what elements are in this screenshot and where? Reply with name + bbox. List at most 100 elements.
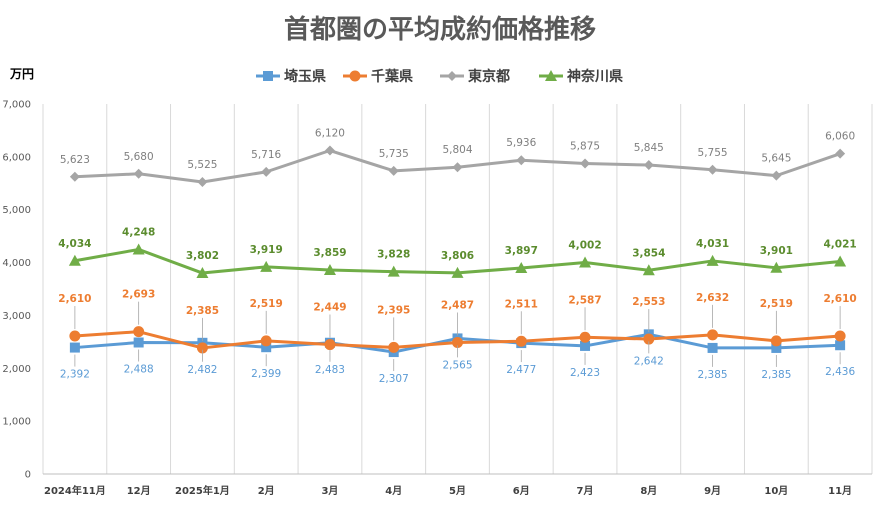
data-point	[834, 255, 847, 267]
data-point	[770, 335, 782, 347]
y-tick-label: 5,000	[2, 205, 31, 216]
data-label: 2,553	[632, 296, 665, 308]
data-label: 2,488	[124, 363, 154, 375]
data-label: 6,060	[825, 131, 855, 143]
data-label: 5,645	[761, 153, 791, 165]
data-point	[452, 337, 463, 349]
data-point	[69, 330, 81, 342]
data-point	[834, 330, 846, 342]
legend-label: 東京都	[468, 68, 510, 85]
data-point	[642, 264, 655, 276]
data-point	[133, 168, 144, 179]
data-point	[387, 265, 400, 277]
data-label: 2,395	[377, 304, 410, 316]
series-layer	[68, 145, 847, 358]
axes: 0 1,000 2,000 3,000 4,000 5,000 6,000 7,000 2024…	[2, 100, 872, 497]
data-label: 5,936	[506, 137, 536, 149]
data-label: 2,519	[760, 298, 793, 310]
data-labels-layer: 2,392 2,488 2,482 2,399 2,483 2,307 2,565 2,477…	[58, 128, 856, 386]
data-point	[707, 342, 718, 353]
data-label: 2,482	[187, 364, 217, 376]
data-point	[516, 155, 527, 166]
legend-label: 神奈川県	[567, 68, 623, 85]
data-label: 4,034	[58, 238, 91, 250]
data-label: 2,483	[315, 364, 345, 376]
x-tick-label: 2月	[258, 485, 275, 497]
data-point	[196, 342, 208, 354]
data-point	[771, 342, 782, 353]
x-tick-label: 7月	[577, 485, 594, 497]
data-point	[260, 335, 272, 347]
legend-marker	[263, 71, 273, 81]
data-label: 5,525	[187, 159, 217, 171]
data-point	[580, 158, 591, 169]
data-label: 3,802	[186, 250, 219, 262]
data-label: 2,487	[441, 300, 474, 312]
data-point	[835, 148, 846, 159]
data-label: 2,565	[442, 359, 472, 371]
data-label: 2,610	[58, 293, 91, 305]
legend: 埼玉県 千葉県 東京都 神奈川県	[256, 68, 623, 85]
data-label: 3,854	[632, 247, 665, 259]
data-label: 4,021	[824, 238, 857, 250]
data-point	[515, 335, 527, 347]
data-point	[69, 342, 80, 353]
data-label: 4,031	[696, 238, 729, 250]
data-point	[133, 337, 144, 348]
data-label: 3,901	[760, 245, 793, 257]
data-point	[579, 256, 592, 268]
y-tick-label: 6,000	[2, 152, 31, 163]
data-point	[68, 254, 81, 266]
legend-label: 埼玉県	[284, 68, 326, 85]
data-label: 3,897	[505, 245, 538, 257]
data-label: 5,875	[570, 140, 600, 152]
series-2	[69, 145, 846, 187]
data-point	[643, 333, 655, 345]
data-label: 2,307	[379, 373, 409, 385]
data-point	[388, 165, 399, 176]
x-tick-label: 2025年1月	[175, 484, 230, 497]
data-point	[452, 162, 463, 173]
data-label: 5,845	[634, 142, 664, 154]
data-label: 2,449	[313, 302, 346, 314]
data-label: 2,642	[634, 355, 664, 367]
x-tick-label: 9月	[704, 485, 721, 497]
data-point	[515, 262, 528, 274]
x-tick-label: 11月	[828, 485, 852, 497]
y-tick-label: 0	[25, 470, 31, 481]
data-label: 3,806	[441, 250, 474, 262]
data-point	[261, 342, 272, 353]
data-point	[771, 170, 782, 181]
data-point	[133, 326, 145, 338]
data-label: 2,693	[122, 289, 155, 301]
y-tick-label: 1,000	[2, 417, 31, 428]
series-1	[69, 326, 846, 354]
x-tick-label: 2024年11月	[44, 484, 106, 497]
data-point	[770, 261, 783, 273]
y-axis-unit-label: 万円	[9, 67, 34, 81]
data-point	[323, 264, 336, 276]
data-label: 2,399	[251, 368, 281, 380]
data-label: 2,511	[505, 298, 538, 310]
legend-marker	[349, 70, 361, 82]
data-label: 2,385	[698, 369, 728, 381]
data-label: 2,423	[570, 367, 600, 379]
data-label: 2,436	[825, 366, 855, 378]
data-point	[579, 331, 591, 343]
legend-marker	[545, 70, 557, 81]
data-point	[260, 260, 273, 272]
x-tick-label: 8月	[640, 485, 657, 497]
data-point	[196, 267, 209, 279]
data-label: 3,859	[313, 247, 346, 259]
data-point	[324, 339, 336, 351]
x-tick-label: 3月	[321, 485, 338, 497]
data-point	[324, 145, 335, 156]
x-tick-label: 4月	[385, 485, 402, 497]
y-tick-label: 2,000	[2, 364, 31, 375]
data-label: 6,120	[315, 128, 345, 140]
data-label: 3,828	[377, 249, 410, 261]
data-label: 5,804	[442, 144, 472, 156]
chart-title: 首都圏の平均成約価格推移	[284, 14, 596, 45]
data-label: 2,519	[250, 298, 283, 310]
